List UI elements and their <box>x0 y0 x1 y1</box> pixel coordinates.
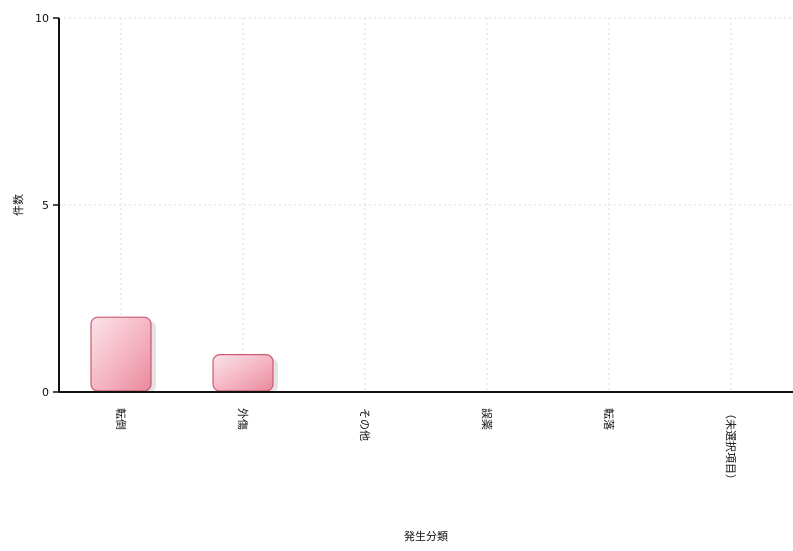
bars <box>90 316 278 392</box>
x-tick-label: 転落 <box>602 408 615 430</box>
x-tick-label: 外傷 <box>236 408 250 430</box>
x-axis-title: 発生分類 <box>404 529 448 543</box>
y-tick-label: 5 <box>42 199 49 212</box>
x-tick-label: 誤薬 <box>480 408 494 430</box>
x-tick-label: その他 <box>358 408 371 441</box>
axes <box>53 17 793 393</box>
y-tick-label: 0 <box>42 386 49 399</box>
bar <box>90 316 152 392</box>
x-tick-label: 転倒 <box>114 408 127 430</box>
y-tick-label: 10 <box>35 12 49 25</box>
x-tick-label: （未選択項目） <box>724 408 738 485</box>
y-axis-title: 件数 <box>12 194 25 216</box>
gridlines <box>59 17 793 393</box>
labels: 0 5 10 転倒 外傷 その他 誤薬 転落 （未選択項目） <box>35 12 738 485</box>
bar <box>212 354 274 392</box>
